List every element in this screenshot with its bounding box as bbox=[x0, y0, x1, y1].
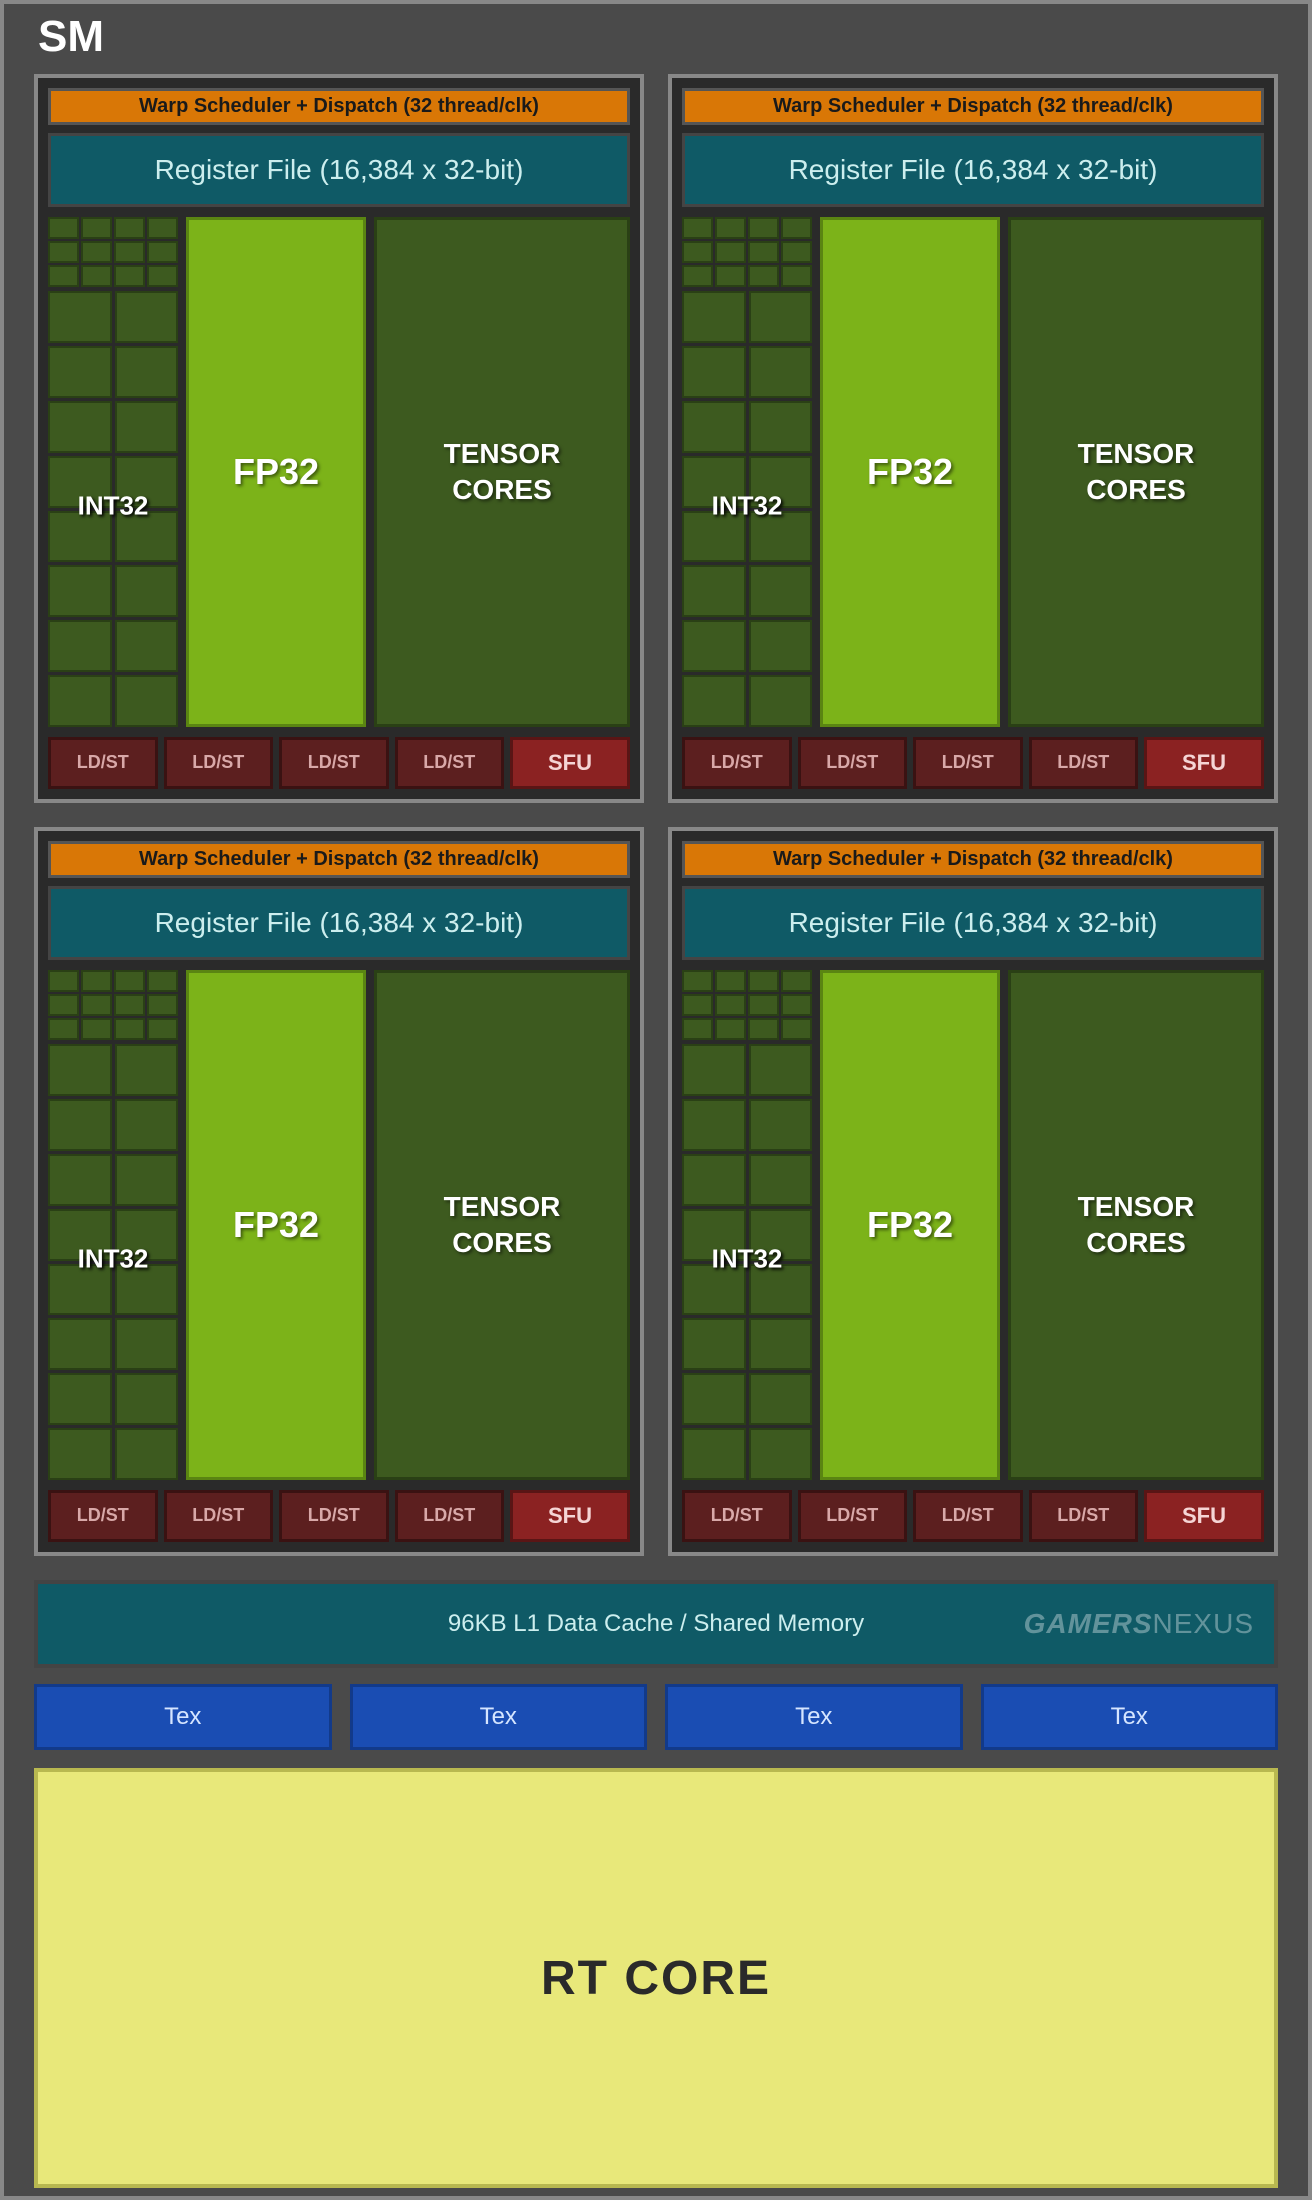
ldst-sfu-row: LD/ST LD/ST LD/ST LD/ST SFU bbox=[48, 737, 630, 789]
ldst-unit: LD/ST bbox=[913, 1490, 1023, 1542]
ldst-unit: LD/ST bbox=[682, 1490, 792, 1542]
watermark: GAMERSNEXUS bbox=[1024, 1608, 1254, 1640]
int32-block: INT32 bbox=[48, 217, 178, 727]
register-file-bar: Register File (16,384 x 32-bit) bbox=[48, 133, 630, 207]
tensor-cores-block: TENSORCORES bbox=[1008, 217, 1264, 727]
tensor-cores-block: TENSORCORES bbox=[374, 217, 630, 727]
register-file-bar: Register File (16,384 x 32-bit) bbox=[682, 133, 1264, 207]
ldst-unit: LD/ST bbox=[798, 737, 908, 789]
tensor-label: TENSORCORES bbox=[1078, 436, 1195, 509]
fp32-block: FP32 bbox=[820, 970, 1000, 1480]
partition-grid: Warp Scheduler + Dispatch (32 thread/clk… bbox=[34, 74, 1278, 1556]
sm-partition: Warp Scheduler + Dispatch (32 thread/clk… bbox=[668, 827, 1278, 1556]
ldst-unit: LD/ST bbox=[164, 737, 274, 789]
rt-core-block: RT CORE bbox=[34, 1768, 1278, 2188]
ldst-sfu-row: LD/ST LD/ST LD/ST LD/ST SFU bbox=[48, 1490, 630, 1542]
warp-scheduler-bar: Warp Scheduler + Dispatch (32 thread/clk… bbox=[48, 88, 630, 125]
core-row: INT32 FP32 TENSORCORES bbox=[48, 217, 630, 727]
ldst-unit: LD/ST bbox=[279, 1490, 389, 1542]
sm-diagram: SM Warp Scheduler + Dispatch (32 thread/… bbox=[0, 0, 1312, 2200]
tensor-label: TENSORCORES bbox=[444, 1189, 561, 1262]
ldst-unit: LD/ST bbox=[1029, 737, 1139, 789]
int32-block: INT32 bbox=[682, 217, 812, 727]
ldst-sfu-row: LD/ST LD/ST LD/ST LD/ST SFU bbox=[682, 1490, 1264, 1542]
tex-unit: Tex bbox=[350, 1684, 648, 1750]
ldst-unit: LD/ST bbox=[395, 737, 505, 789]
warp-scheduler-bar: Warp Scheduler + Dispatch (32 thread/clk… bbox=[48, 841, 630, 878]
ldst-unit: LD/ST bbox=[913, 737, 1023, 789]
l1-cache-label: 96KB L1 Data Cache / Shared Memory bbox=[448, 1610, 864, 1637]
int32-label: INT32 bbox=[712, 490, 783, 521]
core-row: INT32 FP32 TENSORCORES bbox=[682, 217, 1264, 727]
ldst-unit: LD/ST bbox=[164, 1490, 274, 1542]
l1-cache-bar: 96KB L1 Data Cache / Shared Memory GAMER… bbox=[34, 1580, 1278, 1668]
tex-unit: Tex bbox=[665, 1684, 963, 1750]
sm-partition: Warp Scheduler + Dispatch (32 thread/clk… bbox=[34, 827, 644, 1556]
ldst-unit: LD/ST bbox=[48, 1490, 158, 1542]
fp32-block: FP32 bbox=[820, 217, 1000, 727]
tensor-label: TENSORCORES bbox=[1078, 1189, 1195, 1262]
sm-partition: Warp Scheduler + Dispatch (32 thread/clk… bbox=[34, 74, 644, 803]
ldst-unit: LD/ST bbox=[1029, 1490, 1139, 1542]
register-file-bar: Register File (16,384 x 32-bit) bbox=[682, 886, 1264, 960]
int32-label: INT32 bbox=[712, 1243, 783, 1274]
rt-core-label: RT CORE bbox=[541, 1951, 771, 2006]
core-row: INT32 FP32 TENSORCORES bbox=[682, 970, 1264, 1480]
tensor-cores-block: TENSORCORES bbox=[1008, 970, 1264, 1480]
int32-label: INT32 bbox=[78, 490, 149, 521]
ldst-unit: LD/ST bbox=[682, 737, 792, 789]
sfu-unit: SFU bbox=[510, 1490, 630, 1542]
warp-scheduler-bar: Warp Scheduler + Dispatch (32 thread/clk… bbox=[682, 88, 1264, 125]
ldst-sfu-row: LD/ST LD/ST LD/ST LD/ST SFU bbox=[682, 737, 1264, 789]
tex-row: Tex Tex Tex Tex bbox=[34, 1684, 1278, 1750]
fp32-label: FP32 bbox=[233, 451, 319, 493]
ldst-unit: LD/ST bbox=[395, 1490, 505, 1542]
ldst-unit: LD/ST bbox=[48, 737, 158, 789]
tex-unit: Tex bbox=[34, 1684, 332, 1750]
int32-label: INT32 bbox=[78, 1243, 149, 1274]
sfu-unit: SFU bbox=[1144, 737, 1264, 789]
fp32-block: FP32 bbox=[186, 217, 366, 727]
sfu-unit: SFU bbox=[1144, 1490, 1264, 1542]
core-row: INT32 FP32 TENSORCORES bbox=[48, 970, 630, 1480]
sm-title: SM bbox=[34, 4, 1278, 74]
register-file-bar: Register File (16,384 x 32-bit) bbox=[48, 886, 630, 960]
tensor-cores-block: TENSORCORES bbox=[374, 970, 630, 1480]
sm-partition: Warp Scheduler + Dispatch (32 thread/clk… bbox=[668, 74, 1278, 803]
fp32-label: FP32 bbox=[867, 1204, 953, 1246]
fp32-label: FP32 bbox=[867, 451, 953, 493]
fp32-label: FP32 bbox=[233, 1204, 319, 1246]
warp-scheduler-bar: Warp Scheduler + Dispatch (32 thread/clk… bbox=[682, 841, 1264, 878]
ldst-unit: LD/ST bbox=[798, 1490, 908, 1542]
sfu-unit: SFU bbox=[510, 737, 630, 789]
fp32-block: FP32 bbox=[186, 970, 366, 1480]
int32-block: INT32 bbox=[48, 970, 178, 1480]
int32-block: INT32 bbox=[682, 970, 812, 1480]
tex-unit: Tex bbox=[981, 1684, 1279, 1750]
tensor-label: TENSORCORES bbox=[444, 436, 561, 509]
ldst-unit: LD/ST bbox=[279, 737, 389, 789]
